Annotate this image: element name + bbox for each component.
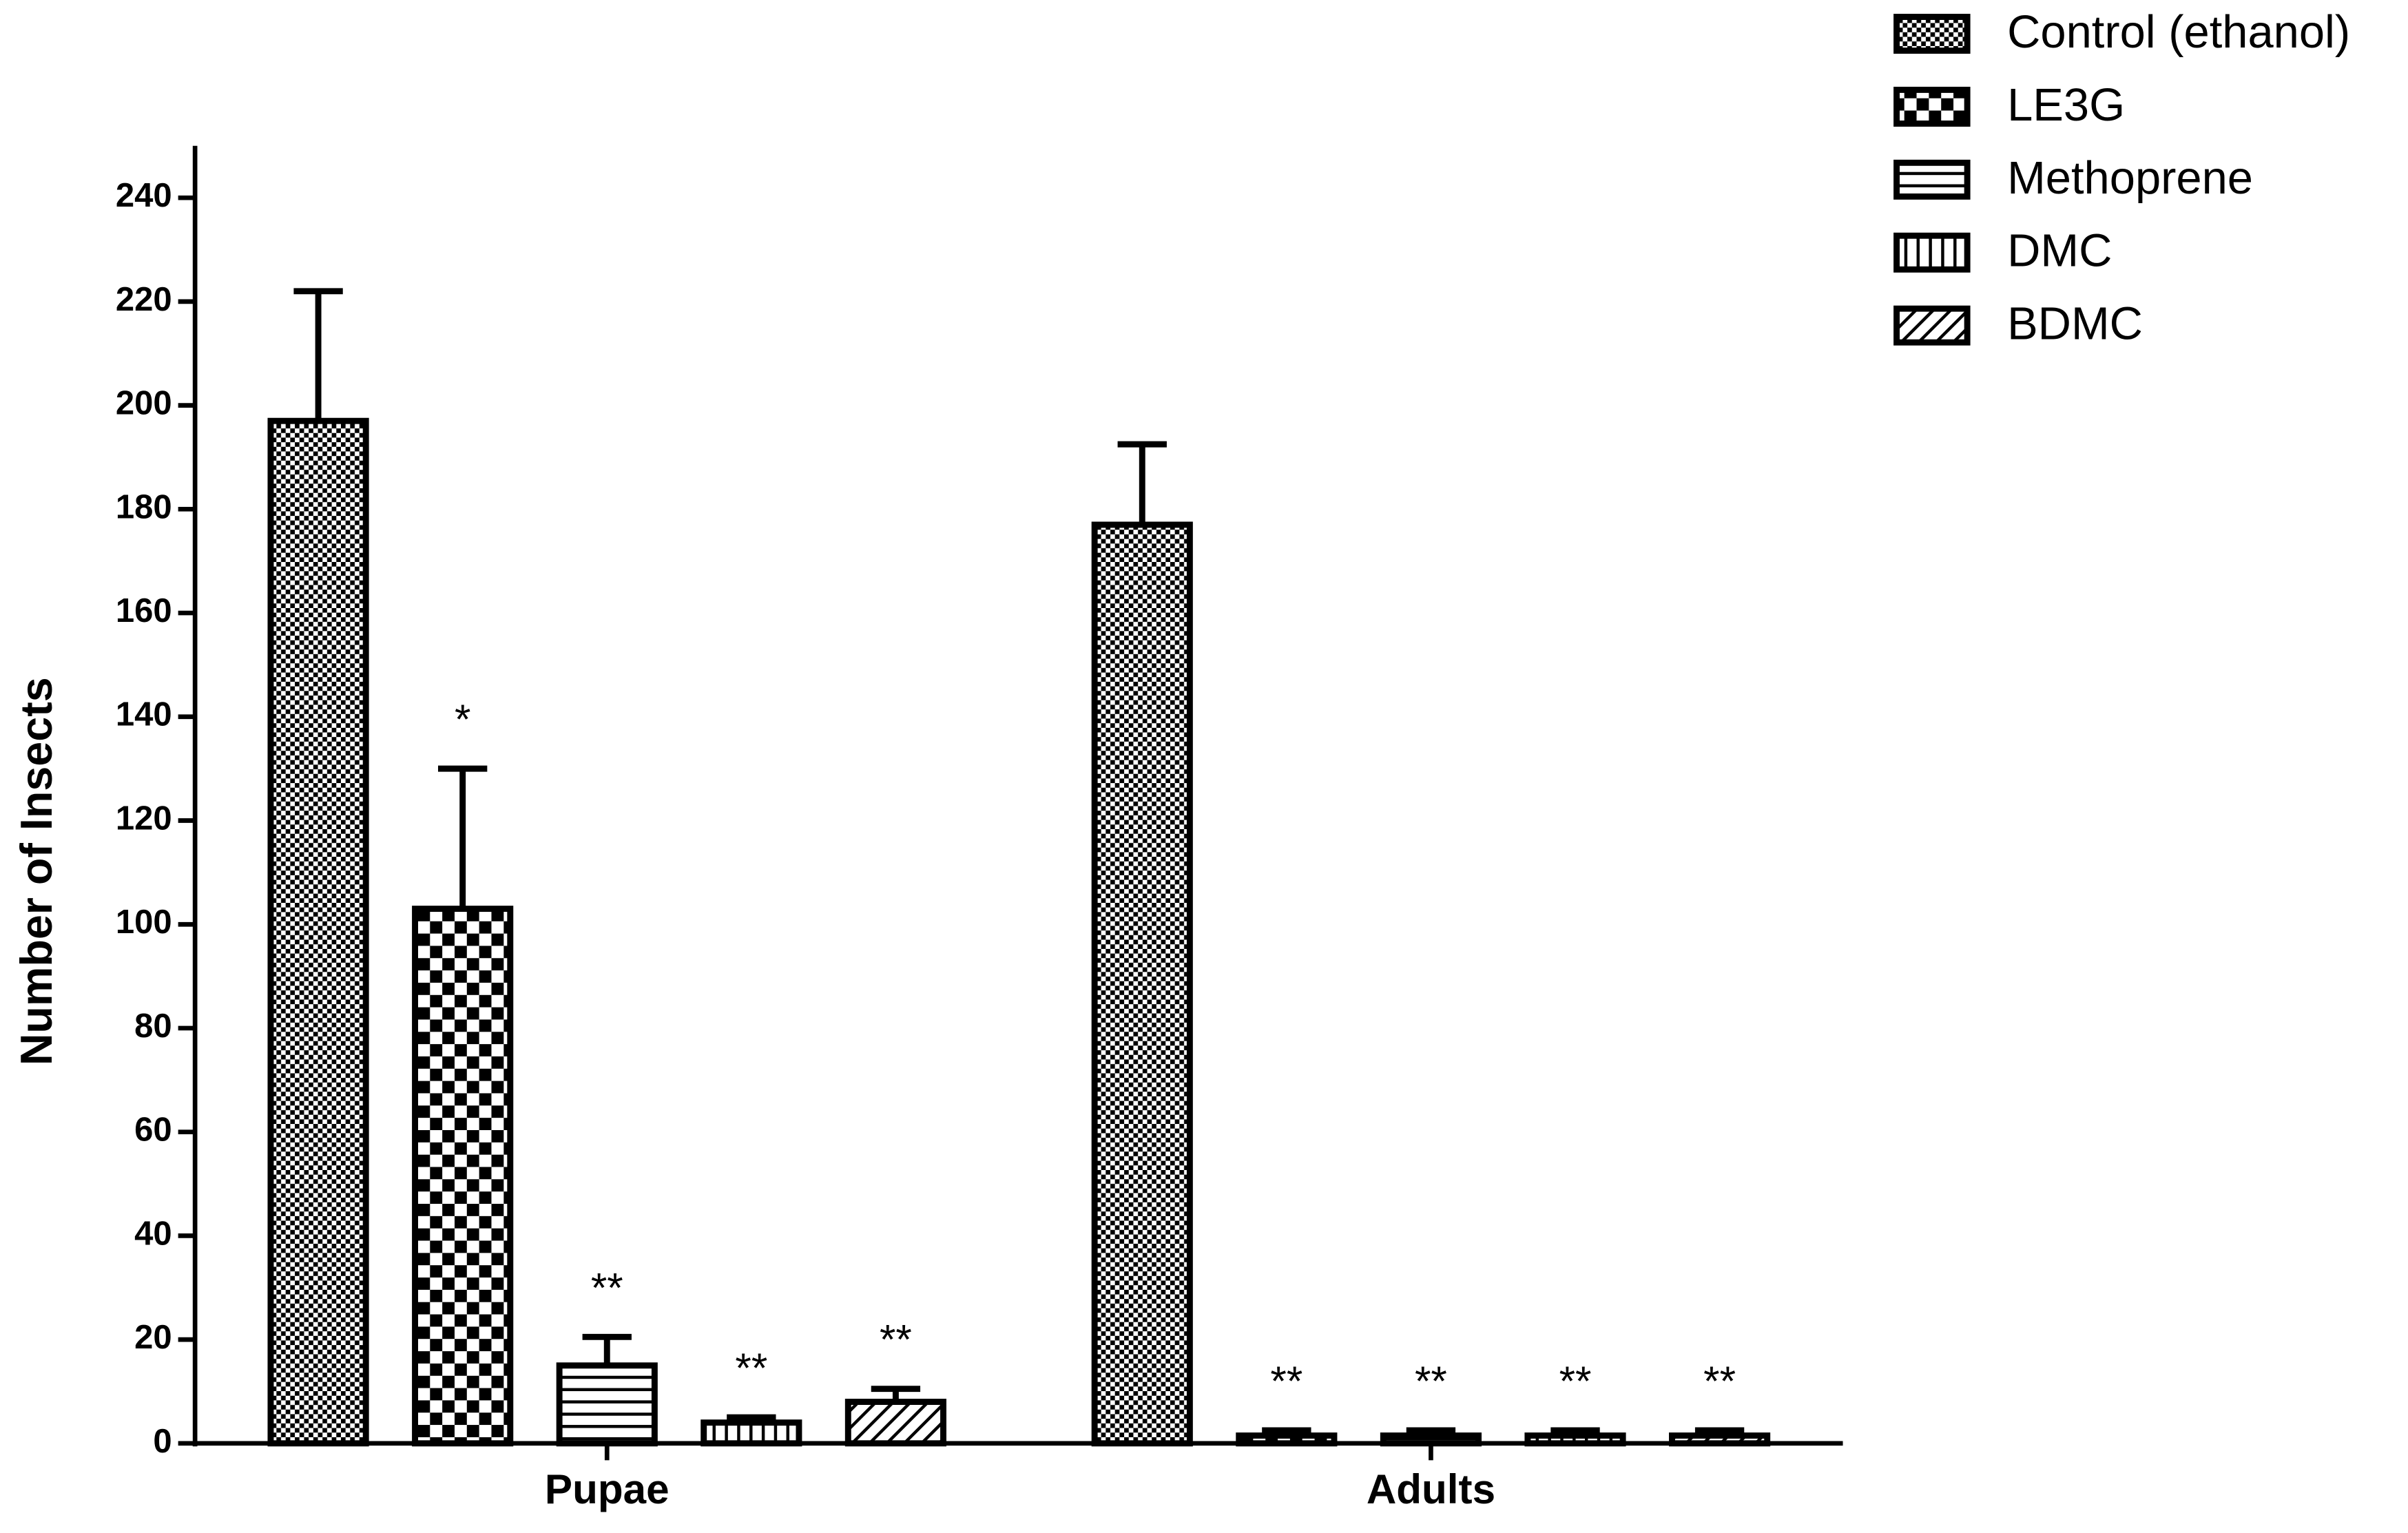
legend-label: Methoprene	[2007, 152, 2253, 204]
bar	[556, 1362, 658, 1447]
bar	[844, 1399, 946, 1447]
bar	[1380, 1432, 1482, 1447]
legend-swatch	[1893, 14, 1971, 54]
y-tick-label: 140	[116, 696, 172, 733]
legend-swatch	[1893, 232, 1971, 273]
bar	[1236, 1432, 1338, 1447]
y-tick-label: 20	[134, 1319, 172, 1356]
y-axis-label: Number of Insects	[11, 677, 61, 1065]
legend-label: BDMC	[2007, 298, 2143, 350]
bar	[267, 417, 369, 1447]
significance-label: *	[455, 696, 470, 742]
bar	[1524, 1432, 1626, 1447]
significance-label: **	[880, 1317, 912, 1363]
y-tick-label: 100	[116, 904, 172, 941]
bar	[700, 1419, 802, 1447]
significance-label: **	[591, 1264, 623, 1311]
y-tick-label: 200	[116, 385, 172, 422]
y-tick-label: 80	[134, 1008, 172, 1045]
y-tick-label: 160	[116, 592, 172, 629]
bar	[412, 906, 514, 1447]
significance-label: **	[1270, 1358, 1302, 1404]
legend-swatch	[1893, 159, 1971, 200]
legend-label: DMC	[2007, 225, 2112, 277]
legend-label: LE3G	[2007, 79, 2125, 131]
y-tick-label: 240	[116, 177, 172, 214]
y-tick-label: 120	[116, 800, 172, 837]
y-tick-label: 60	[134, 1112, 172, 1149]
y-tick-label: 220	[116, 281, 172, 318]
legend-swatch	[1893, 86, 1971, 127]
y-tick-label: 180	[116, 488, 172, 525]
bar	[1669, 1432, 1771, 1447]
bar	[1091, 521, 1193, 1447]
significance-label: **	[1559, 1358, 1592, 1404]
plot: 0 20 40 60 80 100 120 140 160 180 200 220 240 Number …	[11, 6, 2350, 1512]
significance-label: **	[1415, 1358, 1447, 1404]
legend-swatch	[1893, 305, 1971, 346]
y-tick-label: 40	[134, 1215, 172, 1252]
x-tick-label: Pupae	[545, 1466, 670, 1512]
y-tick-label: 0	[153, 1423, 172, 1460]
legend-label: Control (ethanol)	[2007, 6, 2350, 58]
significance-label: **	[1703, 1358, 1736, 1404]
significance-label: **	[735, 1345, 767, 1391]
x-tick-label: Adults	[1367, 1466, 1495, 1512]
